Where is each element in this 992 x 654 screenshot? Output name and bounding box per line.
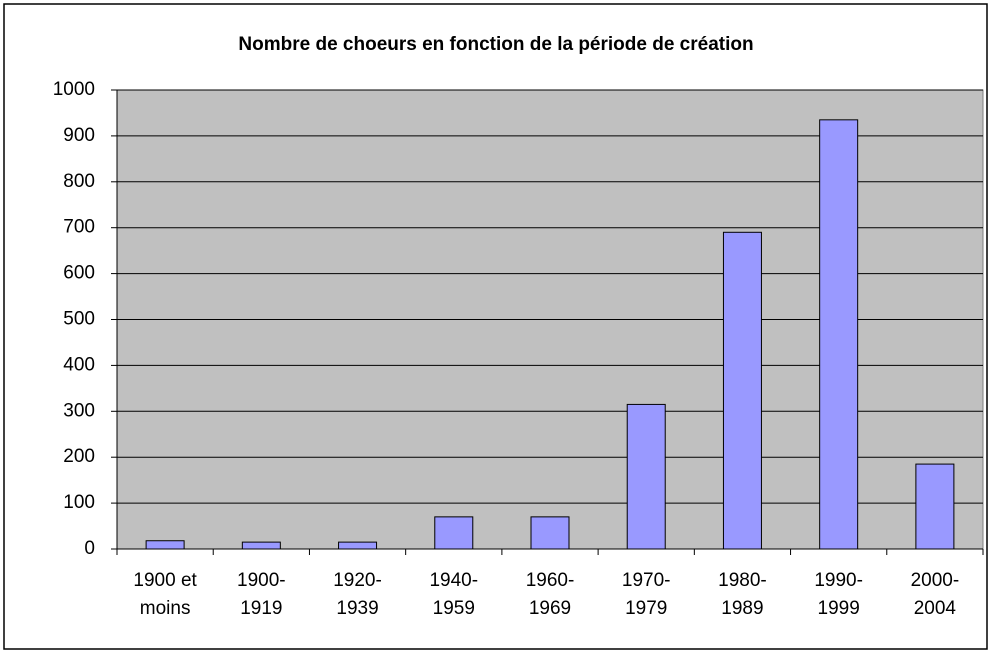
- bar: [626, 403, 666, 550]
- y-tick-label: 300: [63, 400, 95, 421]
- x-tick-label: 1940-1959: [429, 570, 479, 619]
- y-tick-label: 700: [63, 217, 95, 238]
- y-tick-label: 200: [63, 446, 95, 467]
- bar: [722, 231, 762, 550]
- y-tick-label: 500: [63, 309, 95, 330]
- x-tick-label: 1900-1919: [237, 570, 286, 619]
- bar: [145, 540, 185, 550]
- y-tick-label: 1000: [53, 79, 95, 100]
- bar: [915, 463, 955, 550]
- x-tick-label: 1900 et moins: [133, 570, 197, 619]
- bar: [530, 516, 570, 550]
- y-tick-label: 900: [63, 125, 95, 146]
- bar: [241, 541, 281, 550]
- x-tick-label: 1920-1939: [333, 570, 382, 619]
- bar: [819, 119, 859, 550]
- y-tick-label: 800: [63, 171, 95, 192]
- y-tick-label: 100: [63, 492, 95, 513]
- y-tick-label: 400: [63, 354, 95, 375]
- y-tick-label: 0: [84, 538, 95, 559]
- bar: [338, 541, 378, 550]
- x-tick-label: 2000-2004: [910, 570, 960, 619]
- x-tick-label: 1990-1999: [814, 570, 863, 619]
- chart-title: Nombre de choeurs en fonction de la péri…: [238, 34, 753, 55]
- x-tick-label: 1960-1969: [525, 570, 575, 619]
- x-tick-label: 1980-1989: [718, 570, 767, 619]
- y-tick-label: 600: [63, 263, 95, 284]
- x-tick-label: 1970-1979: [621, 570, 671, 619]
- bar: [434, 516, 474, 550]
